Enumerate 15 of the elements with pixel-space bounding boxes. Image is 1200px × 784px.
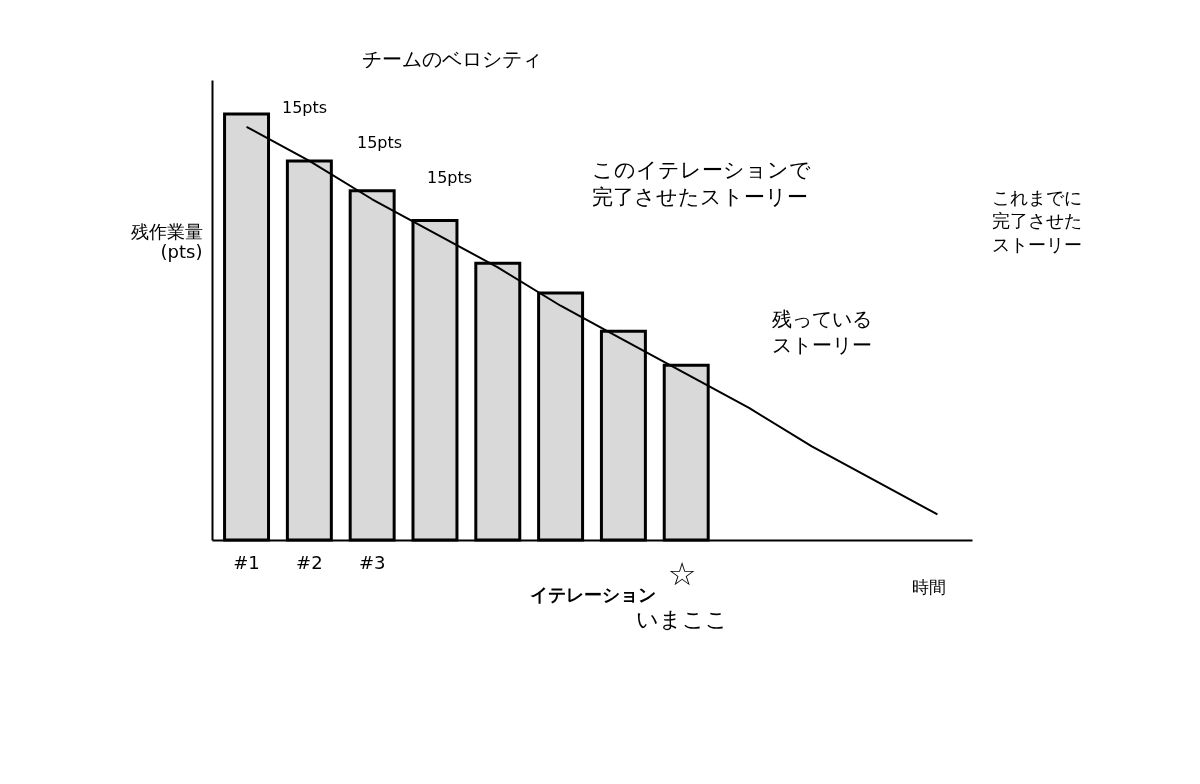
annotation: 残っているストーリー: [772, 307, 872, 357]
annotation: 15pts: [357, 133, 403, 152]
text: これまでに完了させたストーリー: [992, 187, 1082, 255]
y-axis-title: 残作業量 (pts): [130, 220, 203, 262]
text: ☆: [667, 555, 697, 593]
annotation: 15pts: [282, 98, 328, 117]
text: 時間: [912, 577, 946, 597]
annotation: 15pts: [427, 168, 473, 187]
text: いまここ: [636, 607, 728, 632]
annotation: このイテレーションで完了させたストーリー: [592, 158, 811, 210]
text: チームのベロシティ: [362, 47, 542, 71]
x-axis-title: イテレーション: [529, 583, 656, 605]
x-tick-label: #2: [296, 551, 323, 573]
x-tick-label: #1: [233, 551, 260, 573]
x-tick-label: #3: [358, 551, 386, 573]
